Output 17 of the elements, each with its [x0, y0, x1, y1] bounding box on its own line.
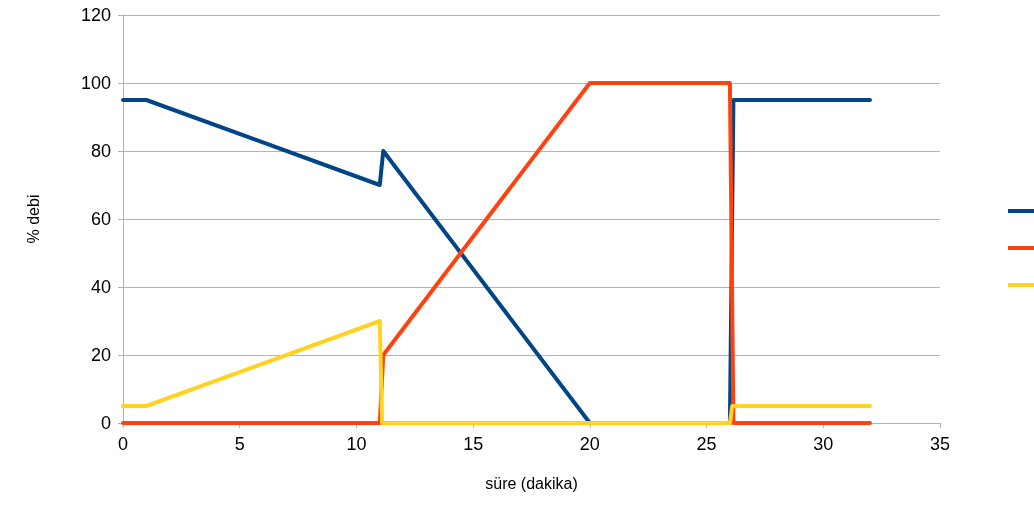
x-tick-label: 0: [117, 434, 129, 454]
x-tick-label: 30: [813, 434, 834, 454]
y-tick-label: 40: [90, 277, 111, 297]
x-tick-label: 20: [579, 434, 600, 454]
y-tick-label: 20: [90, 345, 111, 365]
x-tick-label: 35: [929, 434, 951, 454]
y-tick-label: 120: [80, 5, 111, 25]
x-axis-title: süre (dakika): [485, 474, 578, 492]
y-tick-label: 0: [100, 413, 111, 433]
x-tick-label: 10: [346, 434, 367, 454]
y-tick-label: 80: [90, 141, 111, 161]
x-tick-label: 25: [696, 434, 717, 454]
x-tick-label: 15: [463, 434, 484, 454]
x-tick-label: 5: [234, 434, 245, 454]
y-tick-label: 100: [80, 73, 111, 93]
y-axis-title: % debi: [24, 194, 42, 244]
y-tick-label: 60: [90, 209, 111, 229]
